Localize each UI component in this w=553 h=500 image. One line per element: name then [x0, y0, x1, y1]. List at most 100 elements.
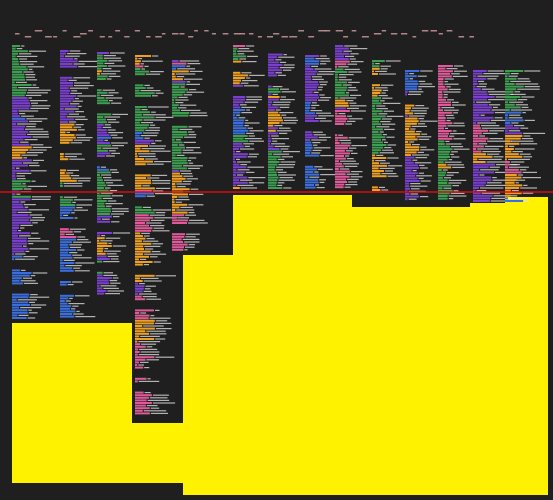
row-marker — [268, 127, 278, 130]
row-text — [146, 87, 154, 89]
row-marker — [335, 78, 338, 81]
row-text — [319, 179, 326, 181]
row-text — [20, 307, 42, 309]
row-marker — [372, 189, 381, 191]
row-text — [312, 144, 318, 146]
row-marker — [60, 267, 73, 270]
row-marker — [97, 284, 100, 287]
row-text — [25, 74, 36, 76]
row-marker — [372, 94, 378, 97]
row-text — [349, 105, 367, 107]
row-text — [189, 193, 204, 195]
row-text — [112, 232, 131, 234]
row-text — [107, 119, 117, 121]
row-text — [280, 122, 297, 124]
row-marker — [97, 67, 102, 70]
row-text — [245, 171, 255, 173]
row-marker — [438, 174, 446, 177]
row-text — [72, 201, 76, 203]
row-marker — [268, 53, 283, 56]
row-marker — [135, 290, 143, 293]
row-marker — [305, 109, 310, 112]
header-text — [308, 36, 315, 38]
row-marker — [172, 238, 182, 241]
row-text — [380, 100, 385, 102]
row-marker — [405, 167, 420, 169]
row-marker — [12, 175, 16, 177]
header-text — [222, 33, 229, 35]
row-text — [445, 127, 448, 129]
row-text — [25, 94, 42, 96]
row-marker — [305, 171, 314, 173]
row-marker — [135, 182, 152, 185]
row-text — [112, 245, 127, 247]
row-text — [21, 269, 26, 271]
row-text — [275, 59, 282, 61]
row-marker — [473, 187, 479, 189]
row-marker — [372, 186, 378, 189]
row-marker — [12, 112, 19, 115]
row-text — [446, 68, 458, 70]
row-text — [77, 249, 85, 251]
row-text — [186, 83, 200, 85]
row-text — [517, 179, 526, 181]
row-text — [271, 135, 279, 137]
row-text — [73, 77, 91, 79]
row-marker — [233, 124, 244, 127]
row-marker — [473, 150, 482, 153]
row-text — [187, 63, 201, 65]
row-marker — [12, 240, 27, 242]
row-text — [279, 106, 290, 108]
row-marker — [473, 77, 487, 80]
row-text — [63, 259, 75, 261]
row-marker — [60, 131, 66, 134]
row-text — [146, 359, 159, 361]
row-marker — [473, 101, 476, 104]
row-text — [517, 78, 530, 80]
row-marker — [233, 60, 242, 63]
row-text — [100, 192, 113, 194]
row-marker — [60, 294, 74, 297]
row-marker — [172, 162, 188, 165]
row-marker — [335, 91, 345, 94]
row-marker — [97, 242, 108, 245]
row-text — [155, 212, 166, 214]
row-marker — [505, 114, 509, 117]
row-marker — [135, 366, 144, 369]
row-marker — [12, 298, 17, 301]
row-text — [381, 173, 397, 175]
row-marker — [172, 219, 189, 222]
row-marker — [172, 83, 186, 86]
row-marker — [372, 131, 379, 133]
row-marker — [172, 177, 186, 180]
row-marker — [268, 166, 276, 169]
row-text — [515, 83, 539, 85]
row-marker — [135, 68, 141, 70]
row-marker — [305, 81, 319, 83]
panel-column — [335, 45, 368, 189]
row-marker — [335, 110, 350, 112]
row-marker — [172, 88, 188, 91]
row-text — [477, 148, 499, 150]
row-text — [66, 131, 70, 133]
row-marker — [12, 208, 28, 211]
row-marker — [172, 201, 175, 204]
row-marker — [305, 91, 313, 94]
row-marker — [97, 121, 107, 124]
row-text — [111, 142, 128, 144]
row-marker — [305, 154, 320, 157]
row-text — [418, 138, 430, 140]
row-marker — [135, 119, 143, 121]
row-marker — [305, 112, 315, 115]
row-text — [314, 171, 319, 173]
row-text — [420, 146, 427, 148]
row-text — [490, 200, 510, 202]
row-marker — [12, 277, 22, 280]
row-text — [65, 172, 74, 174]
row-text — [73, 257, 92, 259]
row-text — [515, 182, 519, 184]
row-text — [508, 158, 530, 160]
row-marker — [473, 153, 486, 156]
row-text — [183, 141, 196, 143]
row-marker — [335, 183, 345, 186]
